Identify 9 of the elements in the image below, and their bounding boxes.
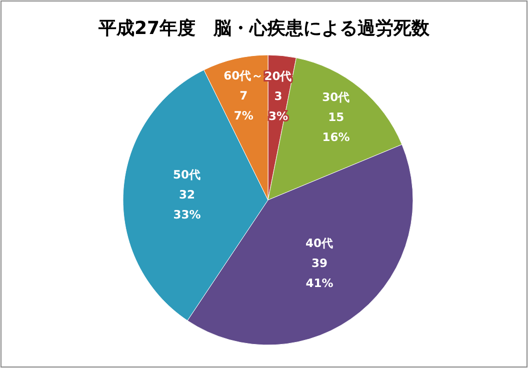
data-label: 15 16% [322, 110, 350, 144]
slice-label: 60代～ [224, 68, 264, 83]
chart-title: 平成27年度 脳・心疾患による過労死数 [97, 18, 431, 39]
data-label: 39 41% [306, 256, 334, 290]
data-label: 7 7% [234, 88, 254, 123]
slice-label: 30代 [322, 90, 350, 104]
slice-label: 40代 [306, 236, 334, 250]
slice-label: 50代 [172, 168, 201, 182]
data-label: 32 33% [173, 188, 202, 222]
